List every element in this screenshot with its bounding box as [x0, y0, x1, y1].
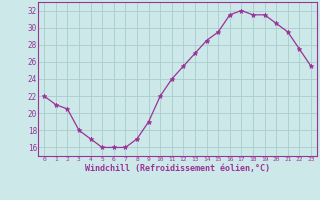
X-axis label: Windchill (Refroidissement éolien,°C): Windchill (Refroidissement éolien,°C)	[85, 164, 270, 173]
